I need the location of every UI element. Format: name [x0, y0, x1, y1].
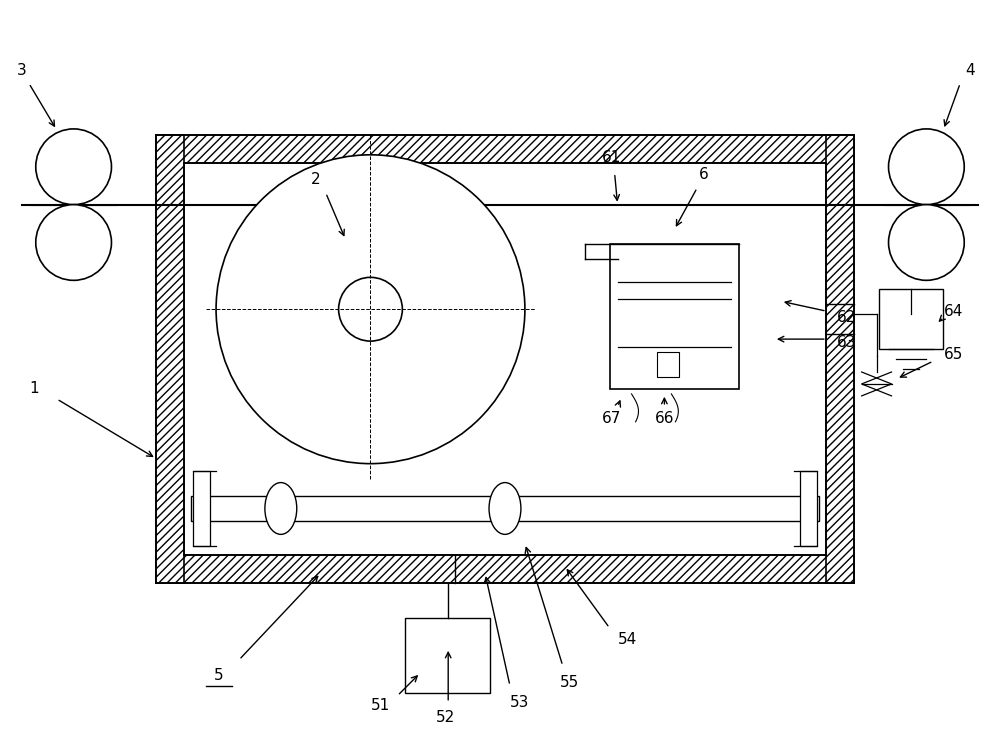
Bar	[610, 245, 739, 389]
Text: 6: 6	[699, 167, 709, 183]
Bar	[191, 496, 819, 522]
Circle shape	[339, 277, 402, 341]
Text: 2: 2	[311, 172, 321, 187]
Bar	[156, 555, 854, 583]
Text: 1: 1	[29, 381, 39, 396]
Bar	[156, 135, 184, 583]
Bar	[193, 471, 210, 546]
Text: 64: 64	[944, 304, 963, 319]
Text: 3: 3	[17, 63, 27, 78]
Ellipse shape	[265, 483, 297, 534]
Text: 51: 51	[371, 698, 390, 713]
Text: 55: 55	[560, 675, 579, 690]
Text: 53: 53	[510, 695, 530, 710]
Text: 52: 52	[436, 710, 455, 725]
Text: 54: 54	[618, 633, 637, 647]
Text: 5: 5	[214, 668, 224, 684]
Circle shape	[36, 129, 111, 205]
Text: 65: 65	[944, 347, 963, 361]
Circle shape	[889, 129, 964, 205]
Text: 4: 4	[965, 63, 975, 78]
Text: 63: 63	[837, 335, 856, 350]
Circle shape	[216, 154, 525, 463]
Bar	[826, 135, 854, 583]
Text: 62: 62	[837, 310, 856, 324]
Text: 67: 67	[602, 412, 621, 426]
Bar	[405, 618, 490, 692]
Ellipse shape	[489, 483, 521, 534]
Bar	[156, 135, 854, 163]
Bar	[800, 471, 817, 546]
Circle shape	[889, 205, 964, 280]
Bar	[879, 289, 943, 349]
Circle shape	[36, 205, 111, 280]
Text: 61: 61	[602, 150, 621, 166]
Text: 66: 66	[655, 412, 674, 426]
Bar	[657, 352, 679, 377]
